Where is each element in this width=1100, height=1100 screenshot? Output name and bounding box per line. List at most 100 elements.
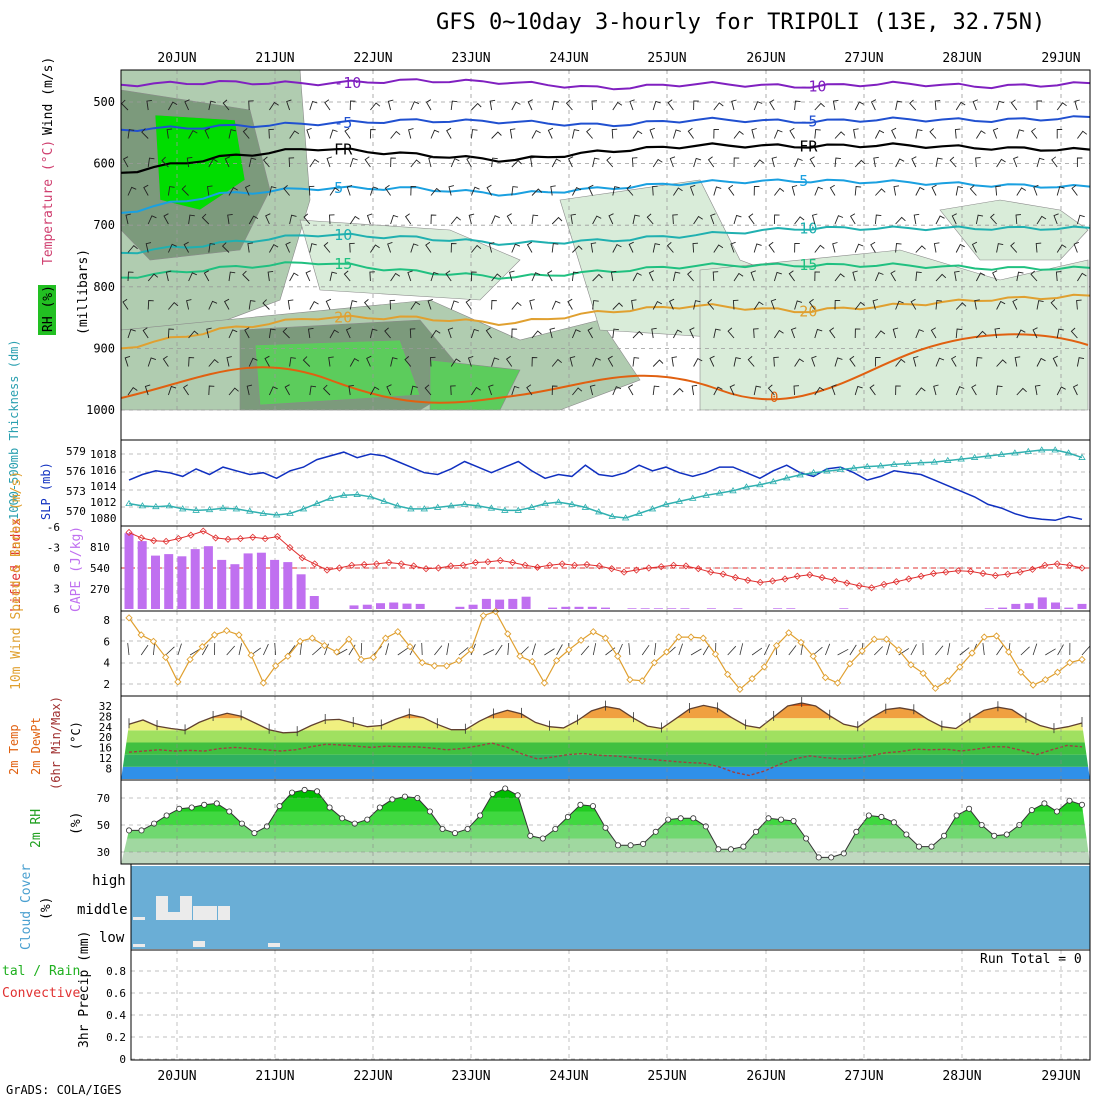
li-point bbox=[756, 578, 764, 586]
wind-barb bbox=[895, 100, 903, 111]
wind-speed-point bbox=[284, 652, 292, 660]
isotherm-label: FR bbox=[799, 137, 818, 155]
wind-barb bbox=[144, 384, 151, 396]
cape-bar bbox=[309, 596, 319, 609]
wind-barb bbox=[450, 300, 459, 310]
wind-barb bbox=[832, 99, 839, 111]
thickness-point bbox=[1024, 447, 1033, 454]
wind-speed-point bbox=[650, 659, 659, 667]
wind-barb bbox=[127, 328, 136, 339]
li-point bbox=[979, 569, 987, 578]
cape-tick-label: 270 bbox=[90, 583, 110, 596]
wind-speed-point bbox=[1078, 655, 1086, 664]
wind-barb bbox=[531, 357, 538, 367]
wind-speed-point bbox=[345, 635, 353, 643]
wind-barb bbox=[167, 385, 177, 396]
wind-barb bbox=[268, 128, 274, 139]
li-tick-label: 0 bbox=[53, 562, 60, 575]
li-point bbox=[595, 562, 603, 570]
rh-point bbox=[263, 823, 270, 830]
wind-barb bbox=[874, 129, 885, 139]
wind-barb bbox=[713, 386, 723, 396]
wind-speed-point bbox=[540, 679, 549, 687]
wind-barb bbox=[955, 302, 967, 310]
thickness-point bbox=[152, 502, 160, 510]
wind-barb bbox=[713, 328, 721, 339]
wind-barb bbox=[430, 356, 436, 367]
wind-speed-point bbox=[369, 653, 377, 661]
wind-speed-point bbox=[479, 612, 487, 620]
rh-unit-label: (%) bbox=[69, 812, 84, 835]
date-label-bottom: 23JUN bbox=[451, 1069, 490, 1084]
wind-barb bbox=[511, 186, 518, 196]
rh-point bbox=[151, 820, 158, 827]
wind-barb bbox=[146, 99, 152, 111]
thickness-point bbox=[581, 503, 590, 510]
wind-barb bbox=[387, 241, 393, 253]
wind-barb bbox=[955, 243, 965, 253]
wind-barb bbox=[531, 330, 542, 339]
wind-barb bbox=[208, 100, 216, 111]
wind-barb bbox=[1036, 215, 1047, 225]
thickness-point bbox=[366, 493, 375, 500]
thickness-point bbox=[715, 489, 724, 496]
cape-bar bbox=[508, 598, 518, 609]
wind-barb bbox=[349, 215, 360, 225]
wind-barb bbox=[1056, 328, 1064, 339]
wind-barb bbox=[470, 271, 477, 282]
precip-tick-label: 0.6 bbox=[106, 987, 126, 1000]
wind-barb bbox=[753, 243, 762, 253]
wind-barb bbox=[626, 185, 634, 196]
wind-barb bbox=[588, 184, 594, 196]
wind-speed-point bbox=[614, 652, 622, 660]
rh-point bbox=[138, 827, 145, 834]
li-point bbox=[385, 558, 393, 567]
wind-barb bbox=[794, 243, 800, 253]
wind-barb bbox=[733, 272, 744, 282]
pressure-tick-label: 500 bbox=[93, 95, 115, 109]
wind-barb bbox=[951, 213, 957, 225]
rh-point bbox=[865, 812, 872, 819]
rh-point bbox=[376, 804, 383, 811]
wind-barb bbox=[753, 385, 762, 396]
minmax-axis-label: (6hr Min/Max) bbox=[49, 696, 63, 790]
wind-barb bbox=[975, 214, 984, 225]
wind-barb bbox=[1056, 129, 1063, 139]
li-point bbox=[521, 561, 529, 569]
wind-barb bbox=[1073, 241, 1079, 253]
wind-barb bbox=[531, 214, 539, 225]
rh-point bbox=[727, 846, 734, 853]
wind-speed-point bbox=[443, 662, 451, 670]
wind-barb bbox=[268, 386, 278, 396]
wind-speed-point bbox=[504, 630, 512, 638]
wind-speed-point bbox=[626, 676, 634, 684]
wind-speed-point bbox=[210, 631, 219, 639]
wind-barb bbox=[349, 357, 360, 367]
wind-barb bbox=[853, 128, 859, 139]
rh-point bbox=[251, 830, 258, 837]
thickness-point bbox=[487, 504, 496, 511]
wind-barb bbox=[689, 327, 695, 339]
li-point bbox=[1053, 560, 1061, 568]
wind-barb bbox=[569, 356, 576, 367]
wind-barb bbox=[652, 185, 658, 196]
cape-tick-label: 810 bbox=[90, 541, 110, 554]
wind-barb bbox=[369, 328, 378, 339]
surface-wind-barb bbox=[800, 643, 804, 656]
wind-barb bbox=[1030, 127, 1038, 139]
li-point bbox=[967, 567, 975, 575]
wind-barb bbox=[915, 329, 924, 339]
wind-speed-point bbox=[259, 679, 268, 687]
wind-barb bbox=[369, 186, 379, 196]
wind-barb bbox=[629, 99, 635, 111]
surface-wind-barb bbox=[751, 647, 763, 656]
wind-barb bbox=[693, 157, 702, 168]
thickness-point bbox=[232, 505, 241, 512]
rh-point bbox=[665, 816, 672, 823]
wind-barb bbox=[390, 272, 401, 282]
wind-barb bbox=[794, 216, 805, 225]
rh-point bbox=[790, 818, 797, 825]
wind-speed-point bbox=[907, 661, 915, 669]
wind-barb bbox=[527, 99, 533, 111]
wind-speed-point bbox=[662, 648, 671, 656]
